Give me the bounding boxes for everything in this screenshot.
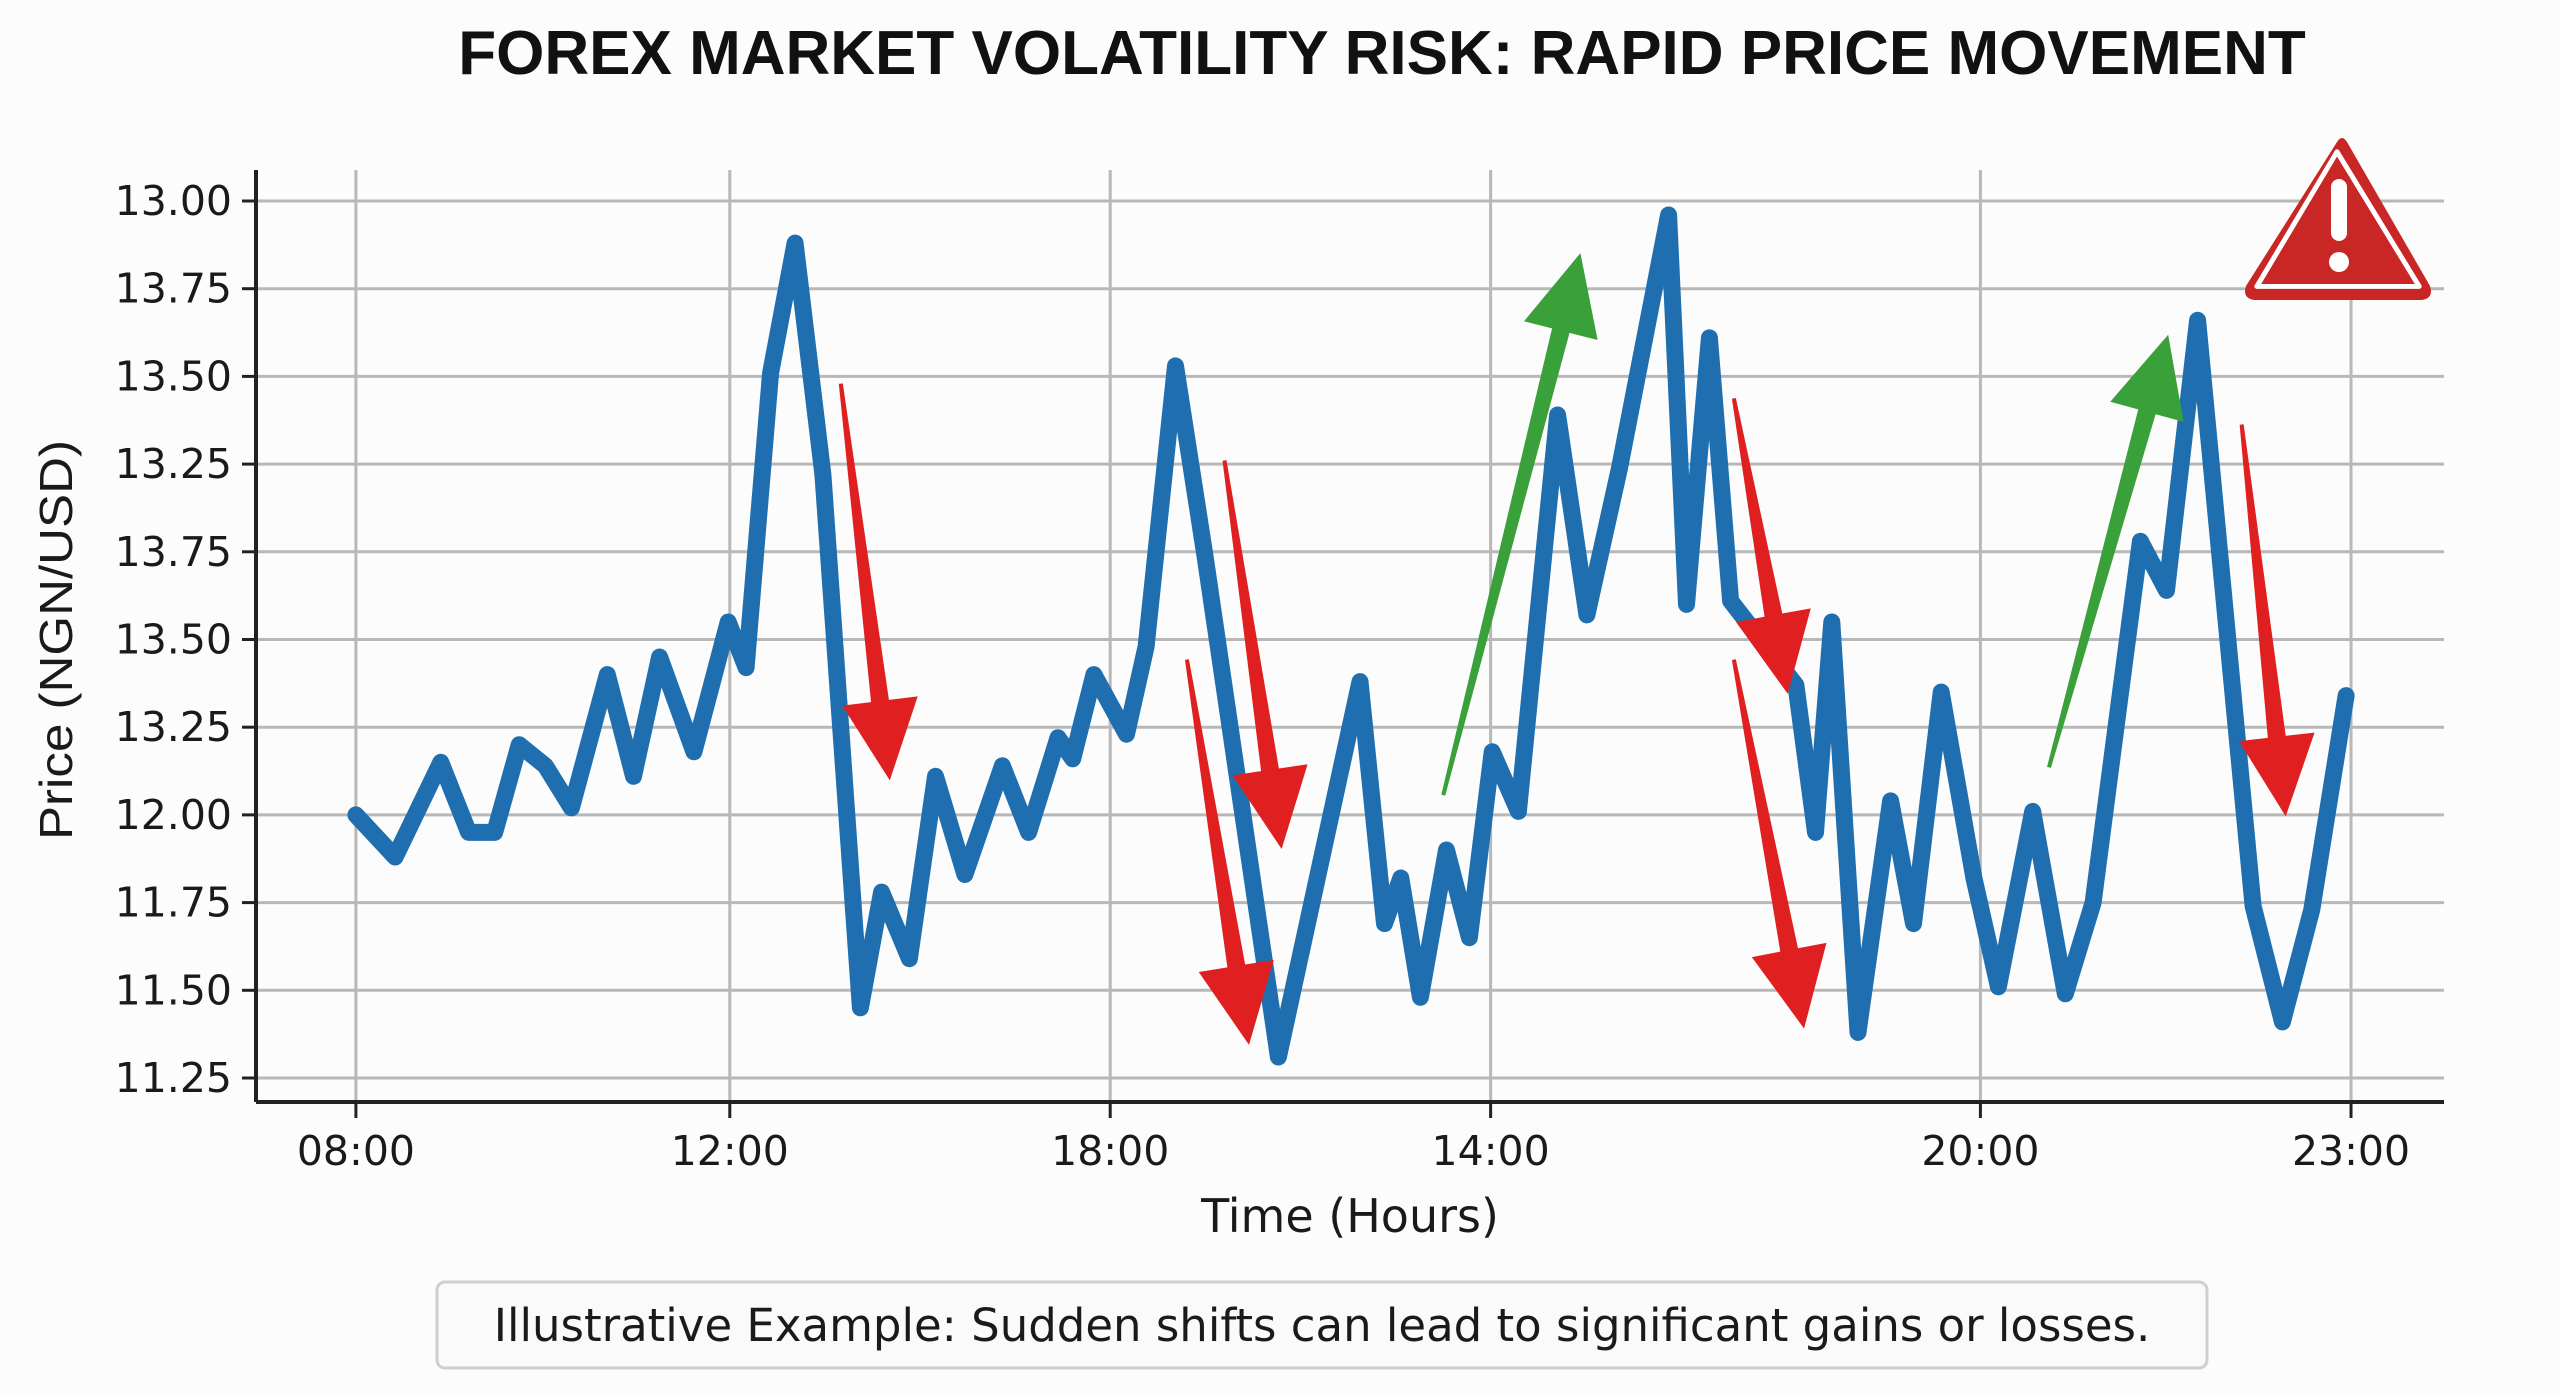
footer-note: Illustrative Example: Sudden shifts can …	[494, 1299, 2151, 1352]
footer-note-box	[435, 1280, 2209, 1370]
y-axis-ticks: 13.00 13.75 13.50 13.25 13.75 13.50 13.25 12.00…	[115, 177, 256, 1102]
y-tick-label: 12.00	[115, 791, 232, 839]
y-tick-label: 13.50	[115, 616, 232, 664]
annotation-arrows	[838, 253, 2315, 1045]
x-tick-label: 08:00	[297, 1127, 415, 1175]
price-line	[347, 206, 2355, 1066]
y-axis-label: Price (NGN/USD)	[30, 440, 82, 840]
series-layer	[347, 206, 2355, 1066]
y-tick-label: 13.50	[115, 352, 232, 400]
x-tick-label: 23:00	[2292, 1127, 2410, 1175]
down-arrow-icon	[1731, 659, 1827, 1029]
down-arrow-icon	[1731, 398, 1811, 694]
axes	[254, 170, 2444, 1104]
x-tick-label: 14:00	[1432, 1127, 1550, 1175]
chart-title: FOREX MARKET VOLATILITY RISK: RAPID PRIC…	[458, 19, 2306, 88]
y-tick-label: 13.75	[115, 265, 232, 313]
warning-triangle-icon	[2245, 138, 2431, 300]
up-arrow-icon	[2047, 334, 2184, 768]
grid	[256, 170, 2444, 1102]
down-arrow-icon	[1222, 460, 1308, 849]
x-axis-label: Time (Hours)	[1200, 1189, 1499, 1243]
y-tick-label: 13.00	[115, 177, 232, 225]
x-tick-label: 18:00	[1051, 1127, 1169, 1175]
y-tick-label: 11.25	[115, 1054, 232, 1102]
down-arrow-icon	[1184, 659, 1274, 1045]
y-tick-label: 11.75	[115, 879, 232, 927]
y-tick-label: 13.25	[115, 440, 232, 488]
y-tick-label: 13.25	[115, 703, 232, 751]
y-tick-label: 11.50	[115, 966, 232, 1014]
x-axis-ticks: 08:00 12:00 18:00 14:00 20:00 23:00	[297, 1102, 2410, 1175]
down-arrow-icon	[2239, 424, 2315, 817]
x-tick-label: 20:00	[1921, 1127, 2039, 1175]
up-arrow-icon	[1441, 253, 1598, 796]
y-tick-label: 13.75	[115, 528, 232, 576]
down-arrow-icon	[838, 383, 918, 781]
x-tick-label: 12:00	[671, 1127, 789, 1175]
